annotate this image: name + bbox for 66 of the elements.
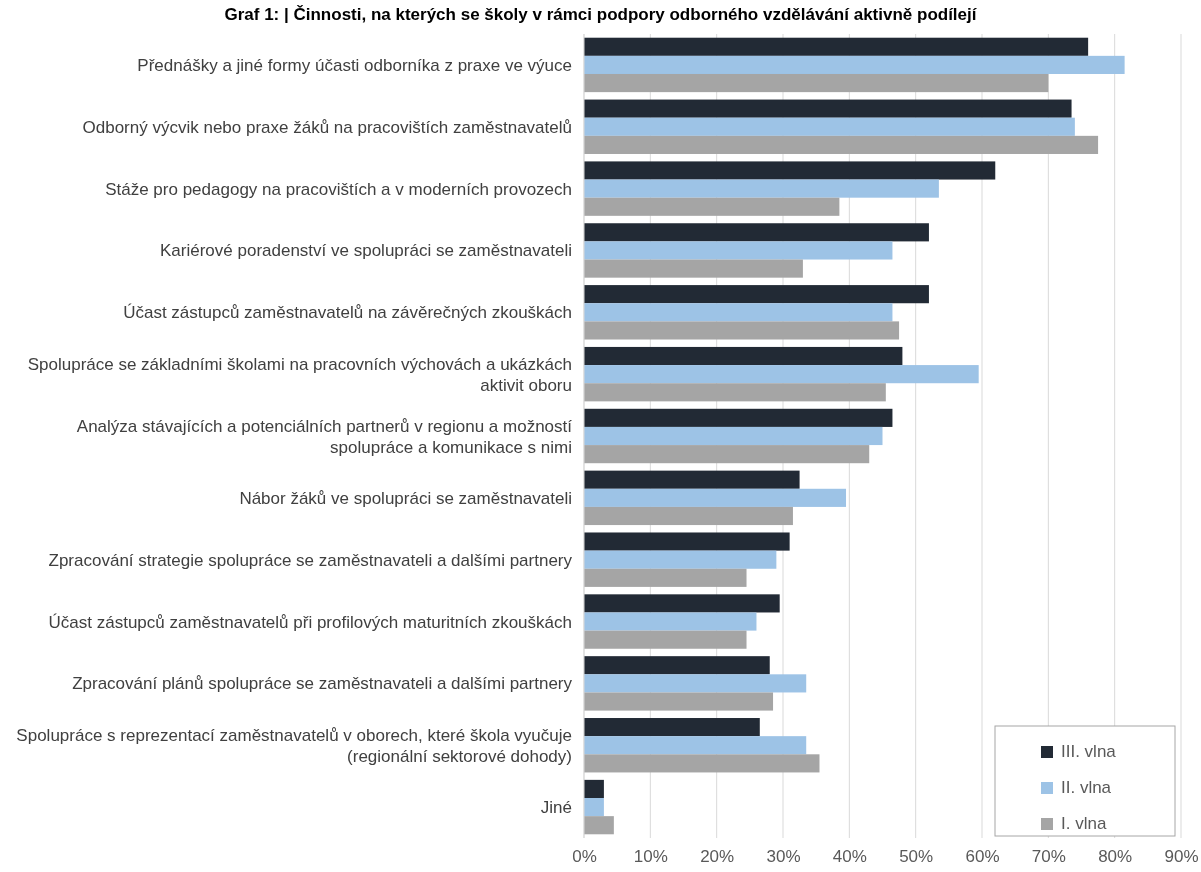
y-tick-label: Spolupráce s reprezentací zaměstnavatelů v oborech, které škola vyučuje (regionální sektorové dohody) — [16, 725, 572, 766]
bar — [584, 321, 900, 340]
x-tick-label: 30% — [766, 847, 801, 867]
bar — [584, 718, 760, 737]
bar — [584, 656, 770, 675]
x-tick-label: 50% — [899, 847, 934, 867]
bar — [584, 470, 800, 489]
legend-label: II. vlna — [1061, 778, 1112, 797]
x-tick-label: 40% — [832, 847, 867, 867]
bar — [584, 99, 1072, 118]
y-tick-label: Kariérové poradenství ve spolupráci se zaměstnavateli — [160, 241, 572, 261]
bar — [584, 798, 604, 817]
bar — [584, 568, 747, 587]
y-tick-label: Analýza stávajících a potenciálních partnerů v regionu a možností spolupráce a komunikace s nimi — [76, 416, 573, 457]
bar — [584, 55, 1125, 74]
bar — [584, 674, 807, 693]
bar — [584, 594, 780, 613]
y-tick-label: Zpracování strategie spolupráce se zaměstnavateli a dalšími partnery — [48, 550, 573, 570]
bar — [584, 408, 893, 427]
x-tick-label: 10% — [633, 847, 668, 867]
y-tick-label: Účast zástupců zaměstnavatelů při profilových maturitních zkouškách — [48, 612, 572, 632]
bar — [584, 612, 757, 631]
bar — [584, 179, 939, 198]
bar — [584, 73, 1049, 93]
x-tick-label: 70% — [1031, 847, 1066, 867]
bar — [584, 365, 979, 384]
bar — [584, 754, 820, 773]
bar — [584, 779, 604, 799]
y-tick-label: Spolupráce se základními školami na pracovních výchovách a ukázkách aktivit oboru — [27, 354, 572, 395]
chart-title: Graf 1: | Činnosti, na kterých se školy v rámci podpory odborného vzdělávání aktivně podílejí — [224, 5, 978, 24]
bar — [584, 426, 883, 446]
bar — [584, 445, 870, 464]
y-tick-label: Jiné — [540, 798, 572, 818]
bar — [584, 259, 803, 278]
bar — [584, 223, 929, 242]
x-tick-label: 20% — [700, 847, 735, 867]
bar — [584, 736, 807, 755]
bar — [584, 488, 847, 507]
bar — [584, 532, 790, 551]
legend-label: I. vlna — [1061, 814, 1107, 833]
x-tick-label: 90% — [1164, 847, 1199, 867]
bar — [584, 37, 1089, 56]
x-tick-label: 60% — [965, 847, 1000, 867]
y-tick-label: Odborný výcvik nebo praxe žáků na pracovištích zaměstnavatelů — [82, 117, 572, 137]
y-tick-label: Stáže pro pedagogy na pracovištích a v moderních provozech — [105, 179, 572, 199]
x-tick-label: 80% — [1098, 847, 1133, 867]
bar — [584, 135, 1099, 154]
bar — [584, 161, 996, 180]
bar — [584, 285, 929, 304]
bar — [584, 506, 793, 526]
bar — [584, 383, 886, 402]
y-tick-label: Nábor žáků ve spolupráci se zaměstnavateli — [239, 488, 572, 508]
legend-label: III. vlna — [1061, 742, 1117, 761]
bar — [584, 117, 1075, 136]
bar — [584, 550, 777, 569]
y-tick-label: Účast zástupců zaměstnavatelů na závěrečných zkouškách — [123, 303, 572, 323]
bar — [584, 692, 774, 711]
bar — [584, 630, 747, 649]
y-tick-label: Zpracování plánů spolupráce se zaměstnavateli a dalšími partnery — [72, 674, 573, 694]
bar — [584, 303, 893, 322]
bar — [584, 241, 893, 260]
bar — [584, 816, 614, 835]
bar — [584, 197, 840, 216]
bar — [584, 346, 903, 366]
x-tick-label: 0% — [572, 847, 597, 867]
y-tick-label: Přednášky a jiné formy účasti odborníka z praxe ve výuce — [137, 55, 572, 75]
